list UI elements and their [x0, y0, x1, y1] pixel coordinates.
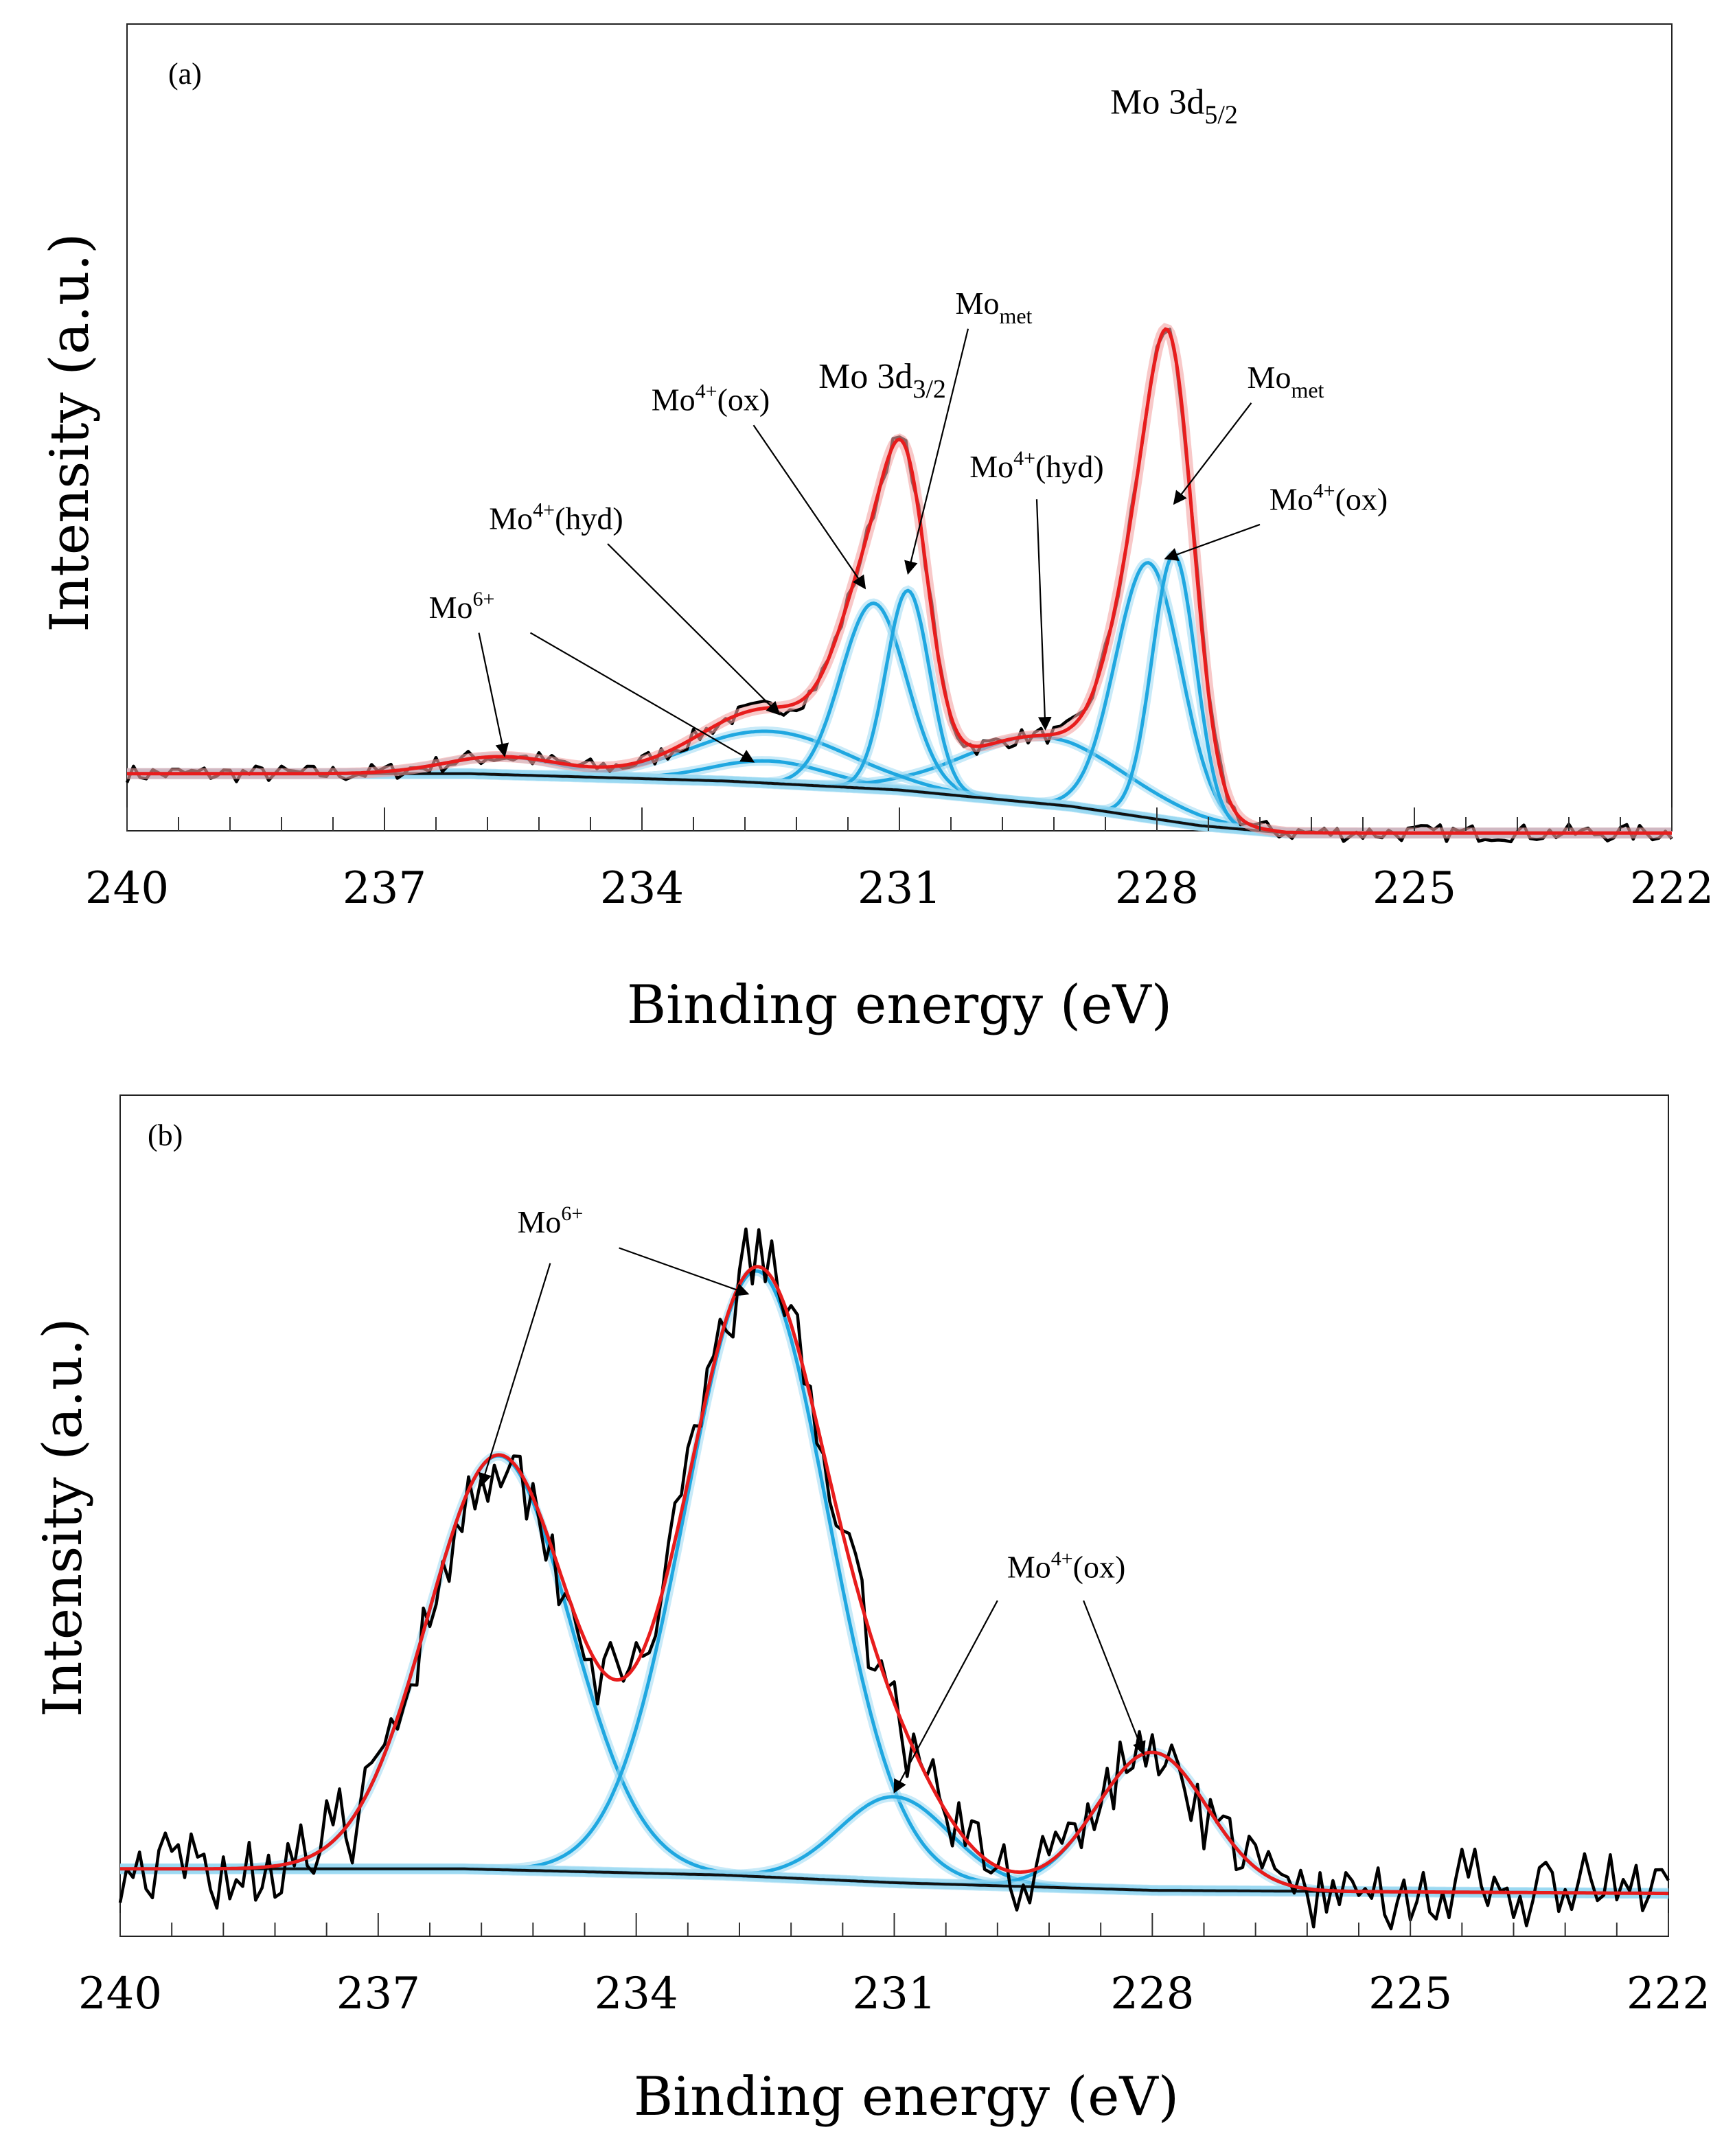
panel-a-tick-label-5: 225: [1372, 863, 1456, 914]
panel-a-annotation-text-1: Mo 3d3/2: [818, 357, 946, 404]
panel-a-component-glow-7: [127, 585, 1672, 838]
panel-b-tick-label-3: 231: [852, 1969, 936, 2019]
panel-a-annotation-text-5: Mo4+(ox): [1269, 479, 1388, 516]
panel-b-annotation-text-1: Mo4+(ox): [1007, 1548, 1125, 1585]
panel-a-tick-label-3: 231: [858, 863, 941, 914]
panel-a-component-curve-7: [127, 588, 1672, 835]
panel-a-envelope-fit: [127, 327, 1672, 835]
panel-a-annotations: Mo 3d5/2Mo 3d3/2MometMometMo4+(ox)Mo4+(o…: [429, 83, 1388, 763]
panel-b-annotation-arrow-1-1: [1083, 1600, 1146, 1756]
panel-a-annotation-4: Mo4+(ox): [652, 380, 866, 590]
panel-b-plot: [118, 1227, 1670, 1931]
panel-b-tick-label-5: 225: [1368, 1969, 1452, 2019]
panel-a-annotation-6: Mo4+(hyd): [969, 447, 1104, 731]
panel-a-annotation-text-0: Mo 3d5/2: [1110, 83, 1238, 130]
panel-b-y-axis-title: Intensity (a.u.): [32, 1318, 94, 1717]
panel-a-x-axis-title: Binding energy (eV): [627, 974, 1172, 1036]
panel-a-annotation-arrow-8-0: [478, 632, 509, 757]
panel-a-x-axis: 240 237 234 231 228 225 222: [85, 807, 1714, 914]
panel-a-annotation-2: Momet: [904, 286, 1033, 575]
panel-a-annotation-text-3: Momet: [1248, 360, 1324, 402]
panel-a-annotation-arrow-3-0: [1173, 402, 1252, 505]
panel-b-x-axis: 240 237 234 231 228 225 222: [78, 1913, 1710, 2019]
panel-b-envelope-fit: [120, 1265, 1668, 1896]
panel-b: (b) 240 237 234 231 228 225 222 Mo6+ Mo4+(ox) B…: [32, 1094, 1710, 2128]
panel-a-frame: [126, 23, 1673, 832]
panel-a-annotation-arrow-8-1: [529, 632, 755, 763]
panel-b-annotation-arrow-0-0: [478, 1263, 551, 1487]
panel-a-annotation-text-4: Mo4+(ox): [652, 380, 770, 417]
panel-a-annotation-5: Mo4+(ox): [1164, 479, 1388, 561]
panel-a-annotation-text-8: Mo6+: [429, 588, 495, 625]
panel-b-tick-label-0: 240: [78, 1969, 162, 2019]
panel-b-tick-label-2: 234: [595, 1969, 678, 2019]
panel-a-tick-label-0: 240: [85, 863, 169, 914]
panel-a-component-glow-5: [127, 598, 1672, 838]
panel-b-component-glow-0: [120, 1451, 1668, 1899]
panel-a-annotation-7: Mo4+(hyd): [489, 498, 781, 715]
panel-a-tick-label-6: 222: [1630, 863, 1714, 914]
panel-a-tick-label-1: 237: [343, 863, 426, 914]
panel-a-tick-label-2: 234: [600, 863, 684, 914]
panel-a-annotation-arrow-2-0: [904, 328, 969, 575]
panel-a-experimental-spectrum: [125, 328, 1673, 844]
panel-b-background-glow: [120, 1863, 1668, 1899]
panel-b-tick-label-4: 228: [1110, 1969, 1194, 2019]
panel-a-component-curve-5: [127, 601, 1672, 835]
panel-b-annotation-arrow-0-1: [619, 1247, 750, 1296]
panel-b-tick-label-6: 222: [1627, 1969, 1710, 2019]
panel-a-envelope-glow: [127, 323, 1672, 839]
panel-b-x-axis-title: Binding energy (eV): [634, 2066, 1179, 2128]
panel-b-annotation-text-0: Mo6+: [517, 1202, 583, 1239]
panel-b-annotation-1: Mo4+(ox): [893, 1548, 1146, 1793]
panel-a-annotation-text-6: Mo4+(hyd): [969, 447, 1103, 484]
panel-a-annotation-arrow-4-0: [752, 424, 866, 590]
panel-a-annotation-3: Momet: [1173, 360, 1324, 505]
panel-b-component-curve-0: [120, 1454, 1668, 1896]
panel-b-annotation-arrow-1-0: [893, 1600, 998, 1793]
panel-a-label: (a): [168, 57, 202, 91]
panel-a-annotation-0: Mo 3d5/2: [1110, 83, 1238, 130]
panel-a-annotation-arrow-7-0: [607, 543, 781, 715]
panel-a-annotation-arrow-6-0: [1035, 499, 1052, 731]
panel-b-annotation-0: Mo6+: [478, 1202, 750, 1487]
panel-a-plot: [125, 323, 1673, 844]
panel-b-annotations: Mo6+ Mo4+(ox): [478, 1202, 1146, 1793]
panel-a-annotation-text-2: Momet: [956, 286, 1033, 328]
panel-a-annotation-text-7: Mo4+(hyd): [489, 498, 623, 536]
panel-a-tick-label-4: 228: [1115, 863, 1199, 914]
panel-a-annotation-arrow-5-0: [1164, 523, 1261, 561]
panel-b-label: (b): [148, 1119, 183, 1152]
panel-a-annotation-1: Mo 3d3/2: [818, 357, 946, 404]
panel-a: (a) 240 237 234 231 228 225 222 Mo 3d5/2 Mo 3d3…: [39, 23, 1714, 1036]
panel-a-y-axis-title: Intensity (a.u.): [39, 233, 101, 632]
panel-a-annotation-8: Mo6+: [429, 588, 755, 763]
panel-b-tick-label-1: 237: [336, 1969, 420, 2019]
